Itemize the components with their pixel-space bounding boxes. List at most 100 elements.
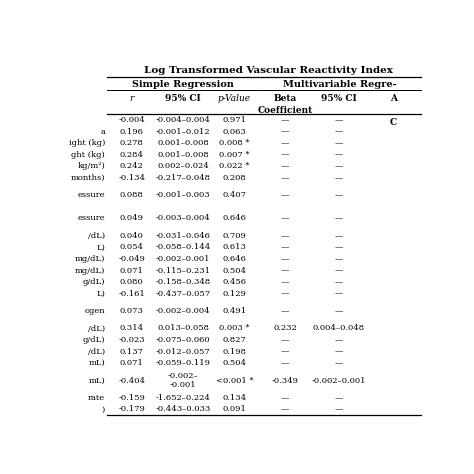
Text: mg/dL): mg/dL): [75, 266, 105, 274]
Text: 0.091: 0.091: [223, 405, 246, 413]
Text: mL): mL): [89, 376, 105, 384]
Text: -0.023: -0.023: [118, 336, 145, 344]
Text: —: —: [334, 307, 343, 315]
Text: -0.437–0.057: -0.437–0.057: [155, 290, 211, 298]
Text: 0.137: 0.137: [120, 347, 144, 356]
Text: essure: essure: [78, 214, 105, 222]
Text: —: —: [281, 232, 289, 240]
Text: -0.002–
-0.001: -0.002– -0.001: [168, 372, 199, 390]
Text: -0.349: -0.349: [272, 376, 299, 384]
Text: —: —: [281, 290, 289, 298]
Text: -0.001–0.003: -0.001–0.003: [156, 191, 210, 199]
Text: /dL): /dL): [88, 347, 105, 356]
Text: 0.613: 0.613: [223, 243, 246, 251]
Text: 0.134: 0.134: [223, 394, 247, 402]
Text: 0.129: 0.129: [223, 290, 246, 298]
Text: —: —: [334, 336, 343, 344]
Text: —: —: [281, 278, 289, 286]
Text: 0.071: 0.071: [120, 266, 144, 274]
Text: Log Transformed Vascular Reactivity Index: Log Transformed Vascular Reactivity Inde…: [144, 66, 393, 75]
Text: 0.073: 0.073: [120, 307, 144, 315]
Text: 0.004–0.048: 0.004–0.048: [312, 324, 365, 332]
Text: —: —: [281, 139, 289, 147]
Text: -0.443–0.033: -0.443–0.033: [155, 405, 211, 413]
Text: -0.004–0.004: -0.004–0.004: [156, 116, 210, 124]
Text: —: —: [334, 278, 343, 286]
Text: 0.196: 0.196: [120, 128, 144, 136]
Text: —: —: [334, 255, 343, 263]
Text: 0.040: 0.040: [120, 232, 144, 240]
Text: —: —: [334, 232, 343, 240]
Text: -0.049: -0.049: [118, 255, 145, 263]
Text: -0.075–0.060: -0.075–0.060: [156, 336, 210, 344]
Text: <0.001 *: <0.001 *: [216, 376, 254, 384]
Text: 0.001–0.008: 0.001–0.008: [157, 151, 209, 159]
Text: r: r: [130, 94, 134, 103]
Text: p-Value: p-Value: [218, 94, 251, 103]
Text: —: —: [281, 405, 289, 413]
Text: —: —: [334, 162, 343, 170]
Text: 0.232: 0.232: [273, 324, 297, 332]
Text: -0.012–0.057: -0.012–0.057: [156, 347, 210, 356]
Text: L): L): [96, 290, 105, 298]
Text: —: —: [334, 151, 343, 159]
Text: —: —: [334, 191, 343, 199]
Text: 95% CI: 95% CI: [165, 94, 201, 103]
Text: 0.088: 0.088: [120, 191, 144, 199]
Text: —: —: [281, 347, 289, 356]
Text: —: —: [281, 151, 289, 159]
Text: 0.001–0.008: 0.001–0.008: [157, 139, 209, 147]
Text: —: —: [334, 128, 343, 136]
Text: —: —: [334, 243, 343, 251]
Text: 95% CI: 95% CI: [320, 94, 356, 103]
Text: -0.002–0.001: -0.002–0.001: [156, 255, 210, 263]
Text: Multivariable Regre-: Multivariable Regre-: [283, 80, 397, 89]
Text: mg/dL): mg/dL): [75, 255, 105, 263]
Text: -0.115–0.231: -0.115–0.231: [156, 266, 211, 274]
Text: essure: essure: [78, 191, 105, 199]
Text: -0.059–0.119: -0.059–0.119: [156, 359, 211, 367]
Text: —: —: [281, 116, 289, 124]
Text: —: —: [281, 174, 289, 182]
Text: —: —: [281, 359, 289, 367]
Text: -0.134: -0.134: [118, 174, 146, 182]
Text: /dL): /dL): [88, 232, 105, 240]
Text: g/dL): g/dL): [82, 278, 105, 286]
Text: —: —: [334, 347, 343, 356]
Text: 0.242: 0.242: [120, 162, 144, 170]
Text: /dL): /dL): [88, 324, 105, 332]
Text: 0.314: 0.314: [120, 324, 144, 332]
Text: —: —: [281, 214, 289, 222]
Text: 0.709: 0.709: [223, 232, 246, 240]
Text: 0.646: 0.646: [223, 255, 246, 263]
Text: 0.284: 0.284: [120, 151, 144, 159]
Text: ight (kg): ight (kg): [69, 139, 105, 147]
Text: -0.159: -0.159: [118, 394, 145, 402]
Text: —: —: [281, 394, 289, 402]
Text: —: —: [281, 243, 289, 251]
Text: -0.058–0.144: -0.058–0.144: [155, 243, 211, 251]
Text: 0.022 *: 0.022 *: [219, 162, 250, 170]
Text: kg/m²): kg/m²): [77, 162, 105, 170]
Text: 0.049: 0.049: [120, 214, 144, 222]
Text: -0.004: -0.004: [118, 116, 145, 124]
Text: -0.158–0.348: -0.158–0.348: [155, 278, 211, 286]
Text: g/dL): g/dL): [82, 336, 105, 344]
Text: —: —: [334, 116, 343, 124]
Text: 0.491: 0.491: [223, 307, 247, 315]
Text: —: —: [334, 266, 343, 274]
Text: —: —: [281, 307, 289, 315]
Text: 0.071: 0.071: [120, 359, 144, 367]
Text: 0.054: 0.054: [120, 243, 144, 251]
Text: -0.003–0.004: -0.003–0.004: [156, 214, 210, 222]
Text: —: —: [334, 174, 343, 182]
Text: months): months): [71, 174, 105, 182]
Text: —: —: [281, 128, 289, 136]
Text: -0.179: -0.179: [118, 405, 145, 413]
Text: A

C: A C: [390, 94, 397, 127]
Text: 0.278: 0.278: [120, 139, 144, 147]
Text: -0.161: -0.161: [118, 290, 145, 298]
Text: -1.652–0.224: -1.652–0.224: [156, 394, 210, 402]
Text: 0.063: 0.063: [223, 128, 246, 136]
Text: 0.456: 0.456: [223, 278, 246, 286]
